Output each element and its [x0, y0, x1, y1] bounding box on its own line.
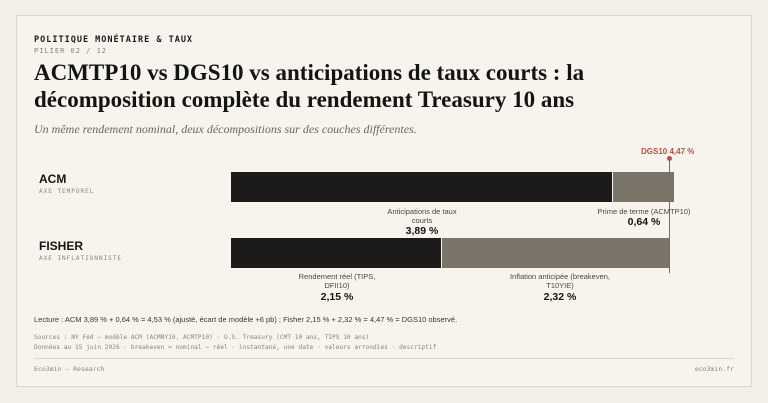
- subtitle: Un même rendement nominal, deux décompos…: [34, 122, 417, 136]
- footer-divider: [34, 358, 734, 359]
- dgs10-reference-line: [668, 158, 671, 273]
- footer-brand: Eco3min — Research: [34, 365, 105, 373]
- pillar-counter: PILIER 02 / 12: [34, 47, 108, 55]
- reading-note: Lecture : ACM 3,89 % + 0,64 % = 4,53 % (…: [34, 315, 458, 324]
- segment-value-fisher-inflation: 2,32 %: [543, 291, 577, 303]
- segment-value-acm-short: 3,89 %: [405, 225, 439, 237]
- row-sublabel-acm: AXE TEMPOREL: [39, 188, 95, 195]
- sources-line-2: Données au 15 juin 2026 · breakeven = no…: [34, 344, 437, 351]
- row-label-acm: ACM: [39, 172, 67, 186]
- segment-value-fisher-real: 2,15 %: [320, 291, 354, 303]
- segment-label-fisher-inflation: Inflation anticipée (breakeven, T10YIE): [509, 272, 611, 290]
- row-label-fisher: FISHER: [39, 239, 84, 253]
- dgs10-reference-label: DGS10 4,47 %: [641, 147, 695, 156]
- sources-line-1: Sources : NY Fed — modèle ACM (ACMNY10, …: [34, 334, 370, 341]
- segment-label-acm-term: Prime de terme (ACMTP10): [597, 207, 691, 216]
- segment-label-fisher-real: Rendement réel (TIPS, DFII10): [298, 272, 376, 290]
- bar-acm-term-premium: [611, 172, 675, 202]
- segment-label-acm-short: Anticipations de taux courts: [387, 207, 457, 225]
- kicker: POLITIQUE MONÉTAIRE & TAUX: [34, 35, 194, 45]
- bar-fisher-breakeven-inflation: [441, 238, 669, 268]
- page-title: ACMTP10 vs DGS10 vs anticipations de tau…: [34, 60, 585, 112]
- chart-card: POLITIQUE MONÉTAIRE & TAUX PILIER 02 / 1…: [16, 15, 752, 387]
- row-sublabel-fisher: AXE INFLATIONNISTE: [39, 255, 123, 262]
- bar-acm-short-rate-expectations: [231, 172, 612, 202]
- dgs10-reference-marker: [666, 156, 672, 161]
- segment-value-acm-term: 0,64 %: [627, 216, 661, 228]
- bar-fisher-real-yield: [231, 238, 442, 268]
- sources-note: Sources : NY Fed — modèle ACM (ACMNY10, …: [34, 333, 436, 353]
- footer-link[interactable]: eco3min.fr: [694, 365, 734, 373]
